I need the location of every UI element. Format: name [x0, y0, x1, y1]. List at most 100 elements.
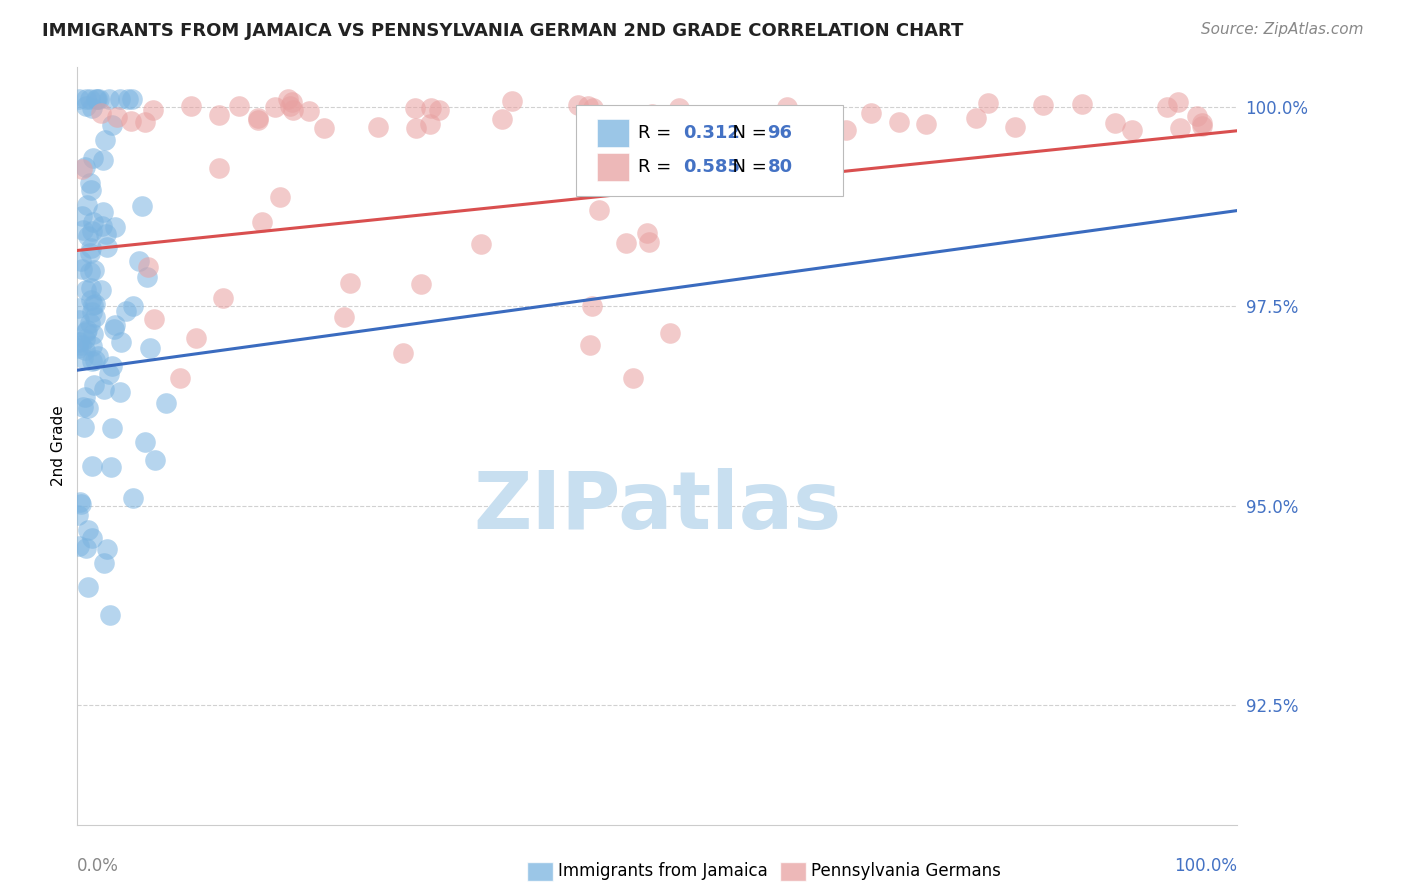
Point	[1156, 100, 1178, 114]
Point	[621, 371, 644, 385]
Point	[103, 321, 125, 335]
Point	[114, 303, 136, 318]
Text: 80: 80	[768, 158, 793, 176]
Point	[104, 219, 127, 234]
Point	[72, 223, 94, 237]
Point	[277, 92, 299, 106]
Point	[668, 101, 690, 115]
Point	[67, 334, 90, 349]
Point	[776, 100, 799, 114]
Point	[859, 105, 882, 120]
Point	[281, 95, 304, 109]
Point	[93, 204, 115, 219]
Text: R =: R =	[637, 158, 676, 176]
Point	[82, 458, 104, 473]
Point	[94, 133, 117, 147]
Point	[80, 241, 103, 255]
Point	[339, 276, 361, 290]
Point	[567, 97, 589, 112]
Point	[135, 269, 157, 284]
Point	[67, 508, 90, 522]
Point	[136, 260, 159, 275]
Point	[122, 299, 145, 313]
Point	[80, 183, 103, 197]
Point	[96, 541, 118, 556]
Point	[75, 325, 97, 339]
Point	[69, 253, 91, 268]
Point	[134, 115, 156, 129]
Point	[108, 92, 131, 106]
Point	[108, 384, 131, 399]
Point	[264, 100, 287, 114]
Text: IMMIGRANTS FROM JAMAICA VS PENNSYLVANIA GERMAN 2ND GRADE CORRELATION CHART: IMMIGRANTS FROM JAMAICA VS PENNSYLVANIA …	[42, 22, 963, 40]
Text: N =: N =	[721, 158, 773, 176]
Point	[763, 112, 786, 127]
Point	[142, 103, 165, 118]
Point	[669, 113, 692, 128]
Point	[915, 118, 938, 132]
Point	[105, 110, 128, 124]
FancyBboxPatch shape	[576, 105, 844, 196]
Point	[77, 524, 100, 538]
Point	[312, 121, 335, 136]
Point	[887, 115, 910, 129]
Point	[80, 281, 103, 295]
Point	[70, 262, 93, 277]
Text: Source: ZipAtlas.com: Source: ZipAtlas.com	[1201, 22, 1364, 37]
Point	[332, 310, 354, 324]
Point	[77, 229, 100, 244]
Text: Immigrants from Jamaica: Immigrants from Jamaica	[558, 863, 768, 880]
Point	[75, 92, 97, 106]
Point	[131, 199, 153, 213]
Point	[76, 323, 98, 337]
Point	[965, 111, 987, 125]
Point	[75, 541, 97, 555]
Point	[761, 122, 783, 136]
Point	[69, 497, 91, 511]
Point	[155, 396, 177, 410]
Point	[1104, 116, 1126, 130]
Point	[638, 235, 661, 249]
Point	[700, 107, 723, 121]
Point	[87, 349, 110, 363]
Point	[122, 491, 145, 505]
Point	[121, 92, 143, 106]
Point	[759, 121, 782, 136]
Point	[110, 334, 132, 349]
Text: ZIPatlas: ZIPatlas	[474, 467, 841, 546]
Point	[72, 400, 94, 414]
Point	[754, 121, 776, 136]
Point	[87, 92, 110, 106]
Point	[83, 310, 105, 325]
Text: Pennsylvania Germans: Pennsylvania Germans	[811, 863, 1001, 880]
Point	[1191, 116, 1213, 130]
Point	[142, 312, 165, 326]
Point	[96, 240, 118, 254]
Point	[491, 112, 513, 127]
Point	[80, 293, 103, 308]
Point	[134, 434, 156, 449]
Point	[70, 161, 93, 176]
Point	[79, 265, 101, 279]
Point	[405, 121, 427, 136]
Point	[770, 113, 793, 128]
Point	[662, 113, 685, 128]
Point	[169, 371, 191, 385]
Text: 0.585: 0.585	[683, 158, 740, 176]
Point	[67, 539, 90, 553]
Point	[73, 343, 96, 358]
Point	[79, 316, 101, 330]
Point	[91, 219, 114, 233]
Point	[83, 352, 105, 367]
Point	[75, 99, 97, 113]
Point	[143, 453, 166, 467]
FancyBboxPatch shape	[598, 153, 630, 180]
Point	[1167, 95, 1189, 110]
Point	[82, 224, 104, 238]
FancyBboxPatch shape	[598, 120, 630, 146]
Point	[977, 96, 1000, 111]
Point	[84, 92, 107, 106]
Point	[128, 254, 150, 268]
Point	[404, 101, 426, 115]
Point	[86, 92, 108, 106]
